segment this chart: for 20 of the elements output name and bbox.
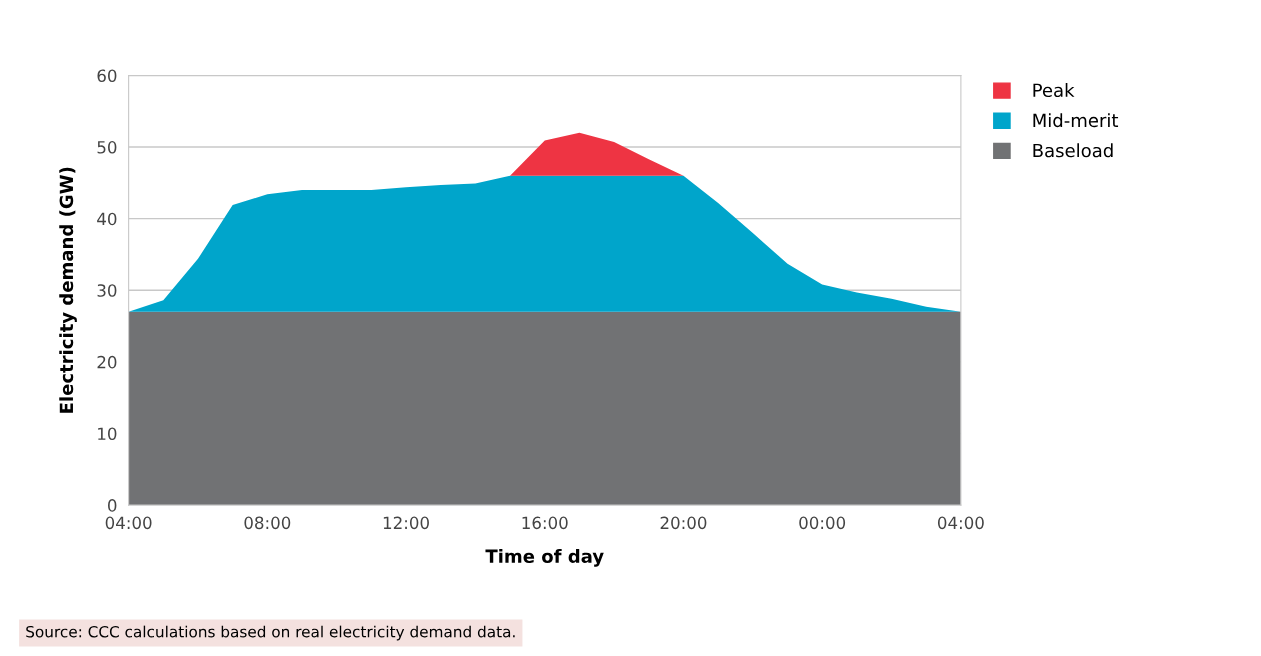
y-tick-label: 50 bbox=[97, 141, 117, 154]
x-axis-title: Time of day bbox=[485, 549, 604, 567]
x-tick-label: 20:00 bbox=[660, 516, 707, 530]
y-tick-label: 0 bbox=[108, 499, 117, 512]
legend-label: Mid-merit bbox=[1033, 113, 1119, 128]
x-tick-label: 12:00 bbox=[383, 516, 429, 530]
x-tick-label: 04:00 bbox=[937, 516, 984, 530]
y-tick-label: 40 bbox=[97, 212, 117, 226]
x-tick-label: 08:00 bbox=[244, 516, 291, 530]
x-tick-label: 04:00 bbox=[105, 516, 152, 530]
legend-label: Baseload bbox=[1033, 143, 1113, 158]
y-tick-label: 20 bbox=[97, 355, 117, 369]
source-note: Source: CCC calculations based on real electricity demand data. bbox=[26, 625, 515, 641]
legend-label: Peak bbox=[1033, 83, 1075, 98]
y-tick-label: 60 bbox=[97, 69, 117, 83]
x-tick-label: 16:00 bbox=[522, 516, 568, 530]
y-tick-label: 10 bbox=[98, 427, 117, 441]
y-axis-title: Electricity demand (GW) bbox=[59, 167, 77, 413]
x-tick-label: 00:00 bbox=[799, 516, 846, 530]
y-tick-label: 30 bbox=[97, 284, 117, 297]
